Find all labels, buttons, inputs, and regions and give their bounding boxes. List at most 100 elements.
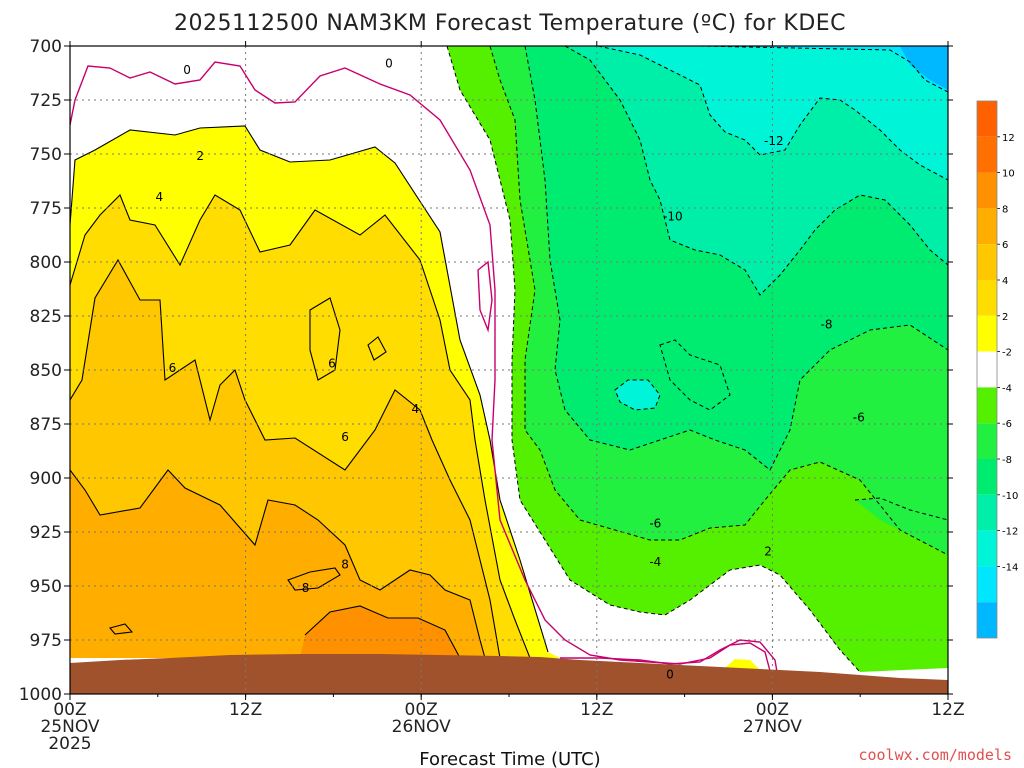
contour-m8 xyxy=(564,46,948,296)
colorbar-segment xyxy=(977,101,997,137)
contour-4 xyxy=(70,194,531,659)
colorbar-label: -10 xyxy=(1002,491,1018,502)
y-tick-label: 975 xyxy=(30,631,62,651)
contour-m6-loop xyxy=(659,339,731,411)
contour-0-right xyxy=(560,639,781,691)
contour-label: -6 xyxy=(853,411,865,425)
contour-label: 4 xyxy=(155,190,163,204)
x-tick-label: 26NOV xyxy=(392,717,451,737)
contour-label: 2 xyxy=(764,544,772,558)
x-tick-label: 27NOV xyxy=(743,717,802,737)
x-tick-label: 00Z xyxy=(405,700,438,720)
x-tick-label: 25NOV xyxy=(40,717,99,737)
fill-m10-m12 xyxy=(598,46,948,180)
x-tick-label: 12Z xyxy=(229,700,262,720)
contour-label: 4 xyxy=(412,402,420,416)
y-tick-label: 950 xyxy=(30,577,62,597)
fill-cold-pocket xyxy=(615,380,660,410)
colorbar-label: 6 xyxy=(1002,240,1008,251)
y-tick-label: 725 xyxy=(30,91,62,111)
contour-label: -12 xyxy=(764,134,784,148)
contour-6 xyxy=(70,258,501,659)
x-tick-label: 12Z xyxy=(580,700,613,720)
colorbar-label: 8 xyxy=(1002,204,1008,215)
colorbar-segment xyxy=(977,530,997,567)
colorbar-segment xyxy=(977,136,997,173)
colorbar-segment xyxy=(977,494,997,531)
colorbar-segment xyxy=(977,387,997,424)
colorbar-segment xyxy=(977,315,997,352)
zero-contours xyxy=(70,61,781,691)
colorbar-segment xyxy=(977,351,997,388)
contour-6-loop2 xyxy=(367,336,387,361)
contour-8-loop2 xyxy=(109,623,134,635)
colorbar-segment xyxy=(977,244,997,280)
colorbar-label: -4 xyxy=(1002,383,1012,394)
colorbar-segment xyxy=(977,208,997,245)
grid-lines xyxy=(70,46,948,694)
fill-m14-m16 xyxy=(900,46,948,90)
colorbar-label: 2 xyxy=(1002,312,1008,323)
contour-label: 8 xyxy=(302,581,310,595)
contour-label: -10 xyxy=(663,210,683,224)
colorbar-label: 12 xyxy=(1002,133,1015,144)
x-tick-label: 00Z xyxy=(53,700,86,720)
contour-label: 6 xyxy=(169,361,177,375)
colorbar-label: 4 xyxy=(1002,276,1008,287)
contour-label: -4 xyxy=(649,555,661,569)
colorbar: 12 10 8 6 4 2 -2 -4 -6 -8 -10 -12 -14 xyxy=(976,100,1018,639)
contour-label: 0 xyxy=(183,63,191,77)
x-tick-label: 00Z xyxy=(756,700,789,720)
colorbar-frame xyxy=(976,100,998,639)
fill-8-10 xyxy=(70,470,485,658)
credit-text: coolwx.com/models xyxy=(858,746,1012,764)
y-tick-label: 750 xyxy=(30,145,62,165)
contour-label: 0 xyxy=(385,56,393,70)
contour-m6 xyxy=(524,46,948,471)
y-tick-label: 875 xyxy=(30,415,62,435)
contour-label: -6 xyxy=(649,516,661,530)
contour-m12 xyxy=(699,46,948,93)
y-tick-label: 825 xyxy=(30,307,62,327)
colorbar-label: -2 xyxy=(1002,348,1012,359)
colorbar-label: -12 xyxy=(1002,527,1018,538)
contour-8-loop xyxy=(287,567,341,591)
y-tick-label: 775 xyxy=(30,199,62,219)
colorbar-segment xyxy=(977,280,997,316)
colorbar-segment xyxy=(977,423,997,459)
contour-labels: 0 0 2 4 6 6 4 6 8 8 -12 -10 -8 -6 -6 -4 2 0 xyxy=(155,56,865,682)
contour-2 xyxy=(70,125,549,653)
contour-m10 xyxy=(597,46,948,181)
contour-label: 6 xyxy=(328,357,336,371)
contour-label: 6 xyxy=(341,430,349,444)
colorbar-segment xyxy=(977,566,997,603)
fill-warm-tongue xyxy=(855,498,948,548)
y-tick-label: 925 xyxy=(30,523,62,543)
contour-8 xyxy=(70,469,486,659)
x-axis-label: Forecast Time (UTC) xyxy=(419,749,600,768)
contour-m4 xyxy=(489,46,948,556)
ground-fill xyxy=(70,654,948,694)
colorbar-segment xyxy=(977,172,997,209)
x-tick-label: 12Z xyxy=(931,700,964,720)
y-tick-label: 850 xyxy=(30,361,62,381)
contour-m2 xyxy=(446,46,861,673)
colorbar-label: 10 xyxy=(1002,169,1015,180)
y-tick-label: 800 xyxy=(30,253,62,273)
colorbar-label: -8 xyxy=(1002,455,1012,466)
contour-label: 2 xyxy=(196,149,204,163)
negative-contours xyxy=(446,46,948,673)
contour-0-lobe xyxy=(477,260,493,333)
chart-title: 2025112500 NAM3KM Forecast Temperature (… xyxy=(174,11,846,36)
contour-10 xyxy=(304,605,461,659)
colorbar-label: -6 xyxy=(1002,419,1012,430)
colorbar-segment xyxy=(977,459,997,495)
positive-contours xyxy=(70,125,549,659)
y-tick-label: 900 xyxy=(30,469,62,489)
colorbar-label: -14 xyxy=(1002,562,1018,573)
contour-label: 8 xyxy=(341,557,349,571)
contour-label: 0 xyxy=(666,668,674,682)
